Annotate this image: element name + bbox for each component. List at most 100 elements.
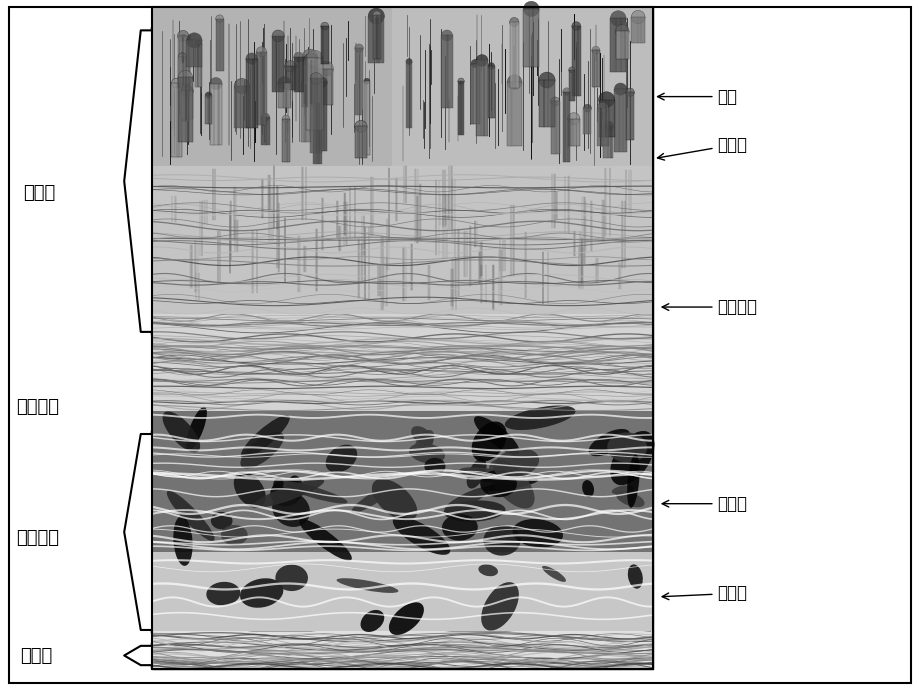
Polygon shape (397, 79, 409, 161)
Bar (441, 35, 452, 108)
Polygon shape (162, 117, 177, 164)
Polygon shape (528, 15, 538, 95)
Ellipse shape (278, 77, 290, 90)
Ellipse shape (630, 10, 644, 23)
Polygon shape (421, 46, 440, 84)
Bar (152, 7, 392, 166)
Ellipse shape (205, 92, 211, 98)
Polygon shape (464, 39, 474, 124)
Ellipse shape (574, 241, 586, 253)
Polygon shape (593, 86, 601, 121)
Bar (272, 166, 278, 228)
Ellipse shape (578, 234, 586, 242)
Ellipse shape (477, 237, 487, 246)
Bar (234, 86, 249, 128)
Bar (188, 240, 204, 292)
Polygon shape (425, 10, 435, 124)
Ellipse shape (215, 15, 223, 23)
Ellipse shape (213, 225, 226, 237)
Bar (506, 205, 523, 276)
Ellipse shape (173, 516, 192, 566)
Polygon shape (483, 47, 497, 110)
Ellipse shape (560, 170, 572, 181)
Text: 外膜层: 外膜层 (20, 647, 52, 664)
Bar (210, 83, 221, 145)
Polygon shape (419, 34, 437, 157)
Ellipse shape (383, 164, 392, 172)
Polygon shape (183, 39, 202, 81)
Bar (263, 175, 278, 210)
Bar (350, 239, 365, 298)
Polygon shape (522, 22, 541, 142)
Text: 外纵肌: 外纵肌 (662, 584, 747, 602)
Ellipse shape (364, 78, 369, 84)
Polygon shape (240, 8, 255, 146)
Bar (152, 166, 652, 314)
Bar (448, 258, 463, 310)
Ellipse shape (582, 480, 594, 497)
Polygon shape (184, 31, 196, 86)
Ellipse shape (210, 512, 233, 529)
Bar (449, 179, 457, 237)
Bar (550, 101, 559, 154)
Ellipse shape (256, 47, 267, 57)
Bar (225, 201, 234, 260)
Ellipse shape (180, 34, 187, 41)
Text: 固有肌层: 固有肌层 (17, 529, 60, 547)
Polygon shape (226, 74, 235, 160)
Polygon shape (419, 43, 430, 128)
Polygon shape (401, 18, 415, 135)
Ellipse shape (178, 70, 192, 85)
Polygon shape (336, 33, 354, 96)
Ellipse shape (296, 233, 302, 239)
Polygon shape (183, 32, 193, 144)
Polygon shape (532, 11, 543, 105)
Bar (265, 187, 278, 241)
Ellipse shape (413, 193, 419, 199)
Polygon shape (176, 85, 197, 154)
Polygon shape (246, 32, 262, 161)
Ellipse shape (588, 429, 630, 456)
Ellipse shape (186, 407, 207, 450)
Ellipse shape (523, 1, 539, 17)
Bar (152, 7, 392, 166)
Polygon shape (156, 20, 167, 156)
Ellipse shape (567, 112, 579, 125)
Polygon shape (363, 66, 375, 126)
Ellipse shape (350, 232, 365, 246)
Bar (614, 89, 626, 152)
Polygon shape (368, 36, 380, 92)
Ellipse shape (416, 180, 424, 188)
Polygon shape (530, 37, 542, 75)
Bar (372, 15, 380, 59)
Bar (335, 226, 346, 251)
Bar (431, 180, 441, 255)
Polygon shape (356, 12, 373, 56)
Bar (275, 203, 284, 272)
Bar (225, 213, 233, 273)
Bar (198, 200, 210, 226)
Text: 上皮: 上皮 (657, 88, 737, 106)
Ellipse shape (377, 230, 391, 243)
Bar (256, 52, 267, 124)
Ellipse shape (539, 72, 554, 88)
Ellipse shape (572, 21, 580, 30)
Ellipse shape (444, 487, 489, 512)
Polygon shape (254, 40, 270, 134)
Ellipse shape (402, 163, 408, 169)
Bar (616, 264, 624, 289)
Ellipse shape (568, 67, 574, 73)
Ellipse shape (496, 233, 511, 247)
Ellipse shape (375, 262, 382, 269)
Ellipse shape (437, 209, 451, 223)
Ellipse shape (206, 582, 240, 605)
Ellipse shape (607, 433, 647, 462)
Ellipse shape (335, 198, 341, 204)
Bar (209, 170, 218, 220)
Bar (152, 7, 652, 669)
Bar (364, 81, 369, 155)
Ellipse shape (272, 30, 284, 42)
Bar (582, 201, 596, 250)
Bar (437, 216, 451, 259)
Ellipse shape (198, 194, 210, 206)
